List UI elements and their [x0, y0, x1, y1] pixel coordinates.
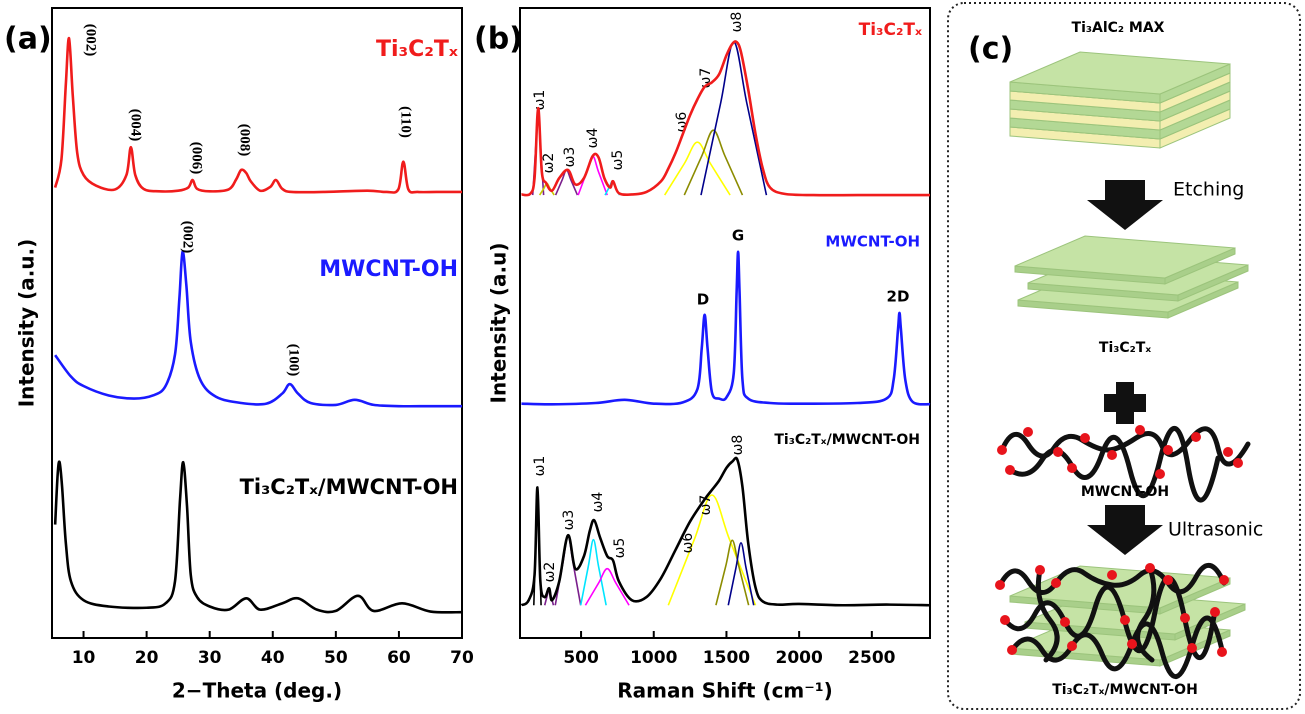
- arrow: [1087, 180, 1163, 230]
- plot-frame: [51, 7, 463, 639]
- series-label: MWCNT-OH: [825, 233, 920, 251]
- peak-label: 2D: [887, 288, 910, 306]
- x-tick-label: 2500: [848, 648, 895, 668]
- x-tick-label: 1500: [703, 648, 750, 668]
- peak-label: (006): [189, 142, 205, 175]
- peak-label: G: [732, 227, 744, 245]
- series-label: Ti₃C₂Tₓ/MWCNT-OH: [240, 475, 458, 499]
- layers: [1009, 51, 1249, 319]
- fit-component: [727, 542, 755, 606]
- node-label: Ti₃AlC₂ MAX: [1072, 20, 1165, 36]
- node-label: Ti₃C₂Tₓ/MWCNT-OH: [1052, 682, 1198, 698]
- series-line: [54, 250, 462, 408]
- component-label: ω8: [729, 12, 745, 33]
- series-line: [521, 40, 930, 197]
- series-label: Ti₃C₂Tₓ: [859, 20, 922, 40]
- component-label: ω8: [730, 435, 746, 456]
- step-label: Ultrasonic: [1168, 519, 1263, 541]
- x-tick-label: 30: [198, 648, 222, 668]
- x-axis-label: Raman Shift (cm⁻¹): [617, 679, 832, 703]
- x-tick-label: 40: [261, 648, 285, 668]
- layer-face: [1009, 51, 1231, 95]
- series-line: [520, 456, 931, 607]
- component-label: ω3: [562, 147, 578, 168]
- series-line: [53, 460, 463, 614]
- peak-label: (110): [398, 106, 414, 138]
- component-label: ω4: [585, 128, 601, 149]
- peak-label: (008): [237, 124, 253, 157]
- component-label: ω6: [680, 533, 696, 554]
- component-label: ω3: [561, 510, 577, 531]
- x-tick-label: 500: [563, 648, 599, 668]
- layer-face: [1014, 235, 1236, 279]
- component-label: ω1: [532, 456, 548, 477]
- panel-label: (b): [474, 22, 523, 57]
- nanotubes: [995, 563, 1229, 679]
- fit-component: [663, 141, 731, 196]
- x-tick-label: 60: [387, 648, 411, 668]
- node-label: MWCNT-OH: [1081, 484, 1169, 500]
- x-axis-label: 2−Theta (deg.): [172, 679, 342, 703]
- peak-label: (002): [83, 24, 99, 57]
- x-tick-label: 50: [324, 648, 348, 668]
- series-line: [53, 36, 462, 194]
- series-label: Ti₃C₂Tₓ/MWCNT-OH: [774, 432, 920, 448]
- panel-label: (a): [4, 22, 52, 57]
- x-tick-label: 2000: [775, 648, 822, 668]
- plot-frame: [519, 7, 931, 639]
- component-label: ω7: [698, 495, 714, 516]
- fit-component: [584, 567, 630, 606]
- x-tick-label: 1000: [630, 648, 677, 668]
- fit-component: [715, 539, 750, 606]
- peak-label: D: [697, 291, 709, 309]
- peak-label: (002): [180, 221, 196, 254]
- series-label: MWCNT-OH: [319, 257, 458, 282]
- x-tick-label: 10: [72, 648, 96, 668]
- y-axis-label: Intensity (a.u.): [15, 239, 39, 408]
- component-label: ω1: [532, 90, 548, 111]
- nanotubes: [997, 425, 1251, 503]
- panel-frame: [947, 2, 1301, 710]
- arrow: [1087, 505, 1163, 555]
- fit-component: [700, 41, 768, 196]
- fit-component: [683, 129, 744, 196]
- series-label: Ti₃C₂Tₓ: [376, 37, 458, 62]
- component-label: ω4: [590, 492, 606, 513]
- panel-label: (c): [968, 32, 1013, 67]
- node-label: Ti₃C₂Tₓ: [1099, 340, 1151, 356]
- component-label: ω2: [541, 153, 557, 174]
- component-label: ω5: [612, 538, 628, 559]
- peak-label: (004): [128, 109, 144, 142]
- series-line: [521, 250, 931, 406]
- x-tick-label: 20: [135, 648, 159, 668]
- x-tick-label: 70: [450, 648, 474, 668]
- plus: [1104, 394, 1146, 412]
- y-axis-label: Intensity (a.u): [487, 243, 511, 404]
- peak-label: (100): [286, 344, 302, 377]
- component-label: ω2: [542, 562, 558, 583]
- step-label: Etching: [1173, 179, 1244, 201]
- component-label: ω5: [610, 150, 626, 171]
